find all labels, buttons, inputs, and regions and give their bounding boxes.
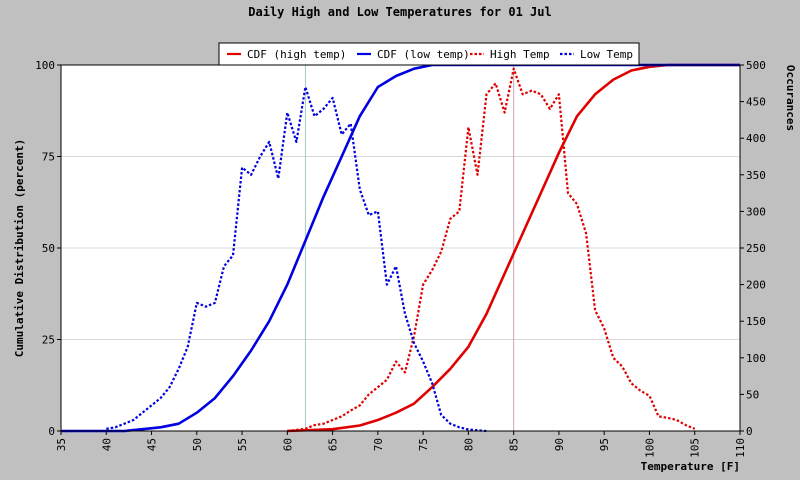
y-axis-left: 0 25 50 75 100 (35, 59, 61, 438)
x-tick-label: 45 (146, 438, 159, 451)
reference-lines (304, 65, 515, 431)
legend-label: CDF (low temp) (377, 48, 470, 61)
x-tick-label: 90 (553, 438, 566, 451)
y-axis-right-label: Occurances (784, 65, 797, 131)
x-axis: 35 40 45 50 55 60 65 70 75 80 85 90 95 100 105 110 (55, 431, 747, 458)
x-tick-label: 70 (372, 438, 385, 451)
y-left-tick-label: 25 (42, 334, 55, 347)
y-left-tick-label: 75 (42, 151, 55, 164)
x-tick-label: 75 (417, 438, 430, 451)
y-axis-right: 0 50 100 150 200 250 300 350 400 450 500 (740, 59, 766, 438)
grid-lines (61, 156, 740, 340)
y-right-tick-label: 250 (746, 242, 766, 255)
y-left-tick-label: 0 (48, 425, 55, 438)
x-tick-label: 110 (734, 438, 747, 458)
x-axis-label: Temperature [F] (641, 460, 740, 473)
y-right-tick-label: 200 (746, 279, 766, 292)
y-right-tick-label: 300 (746, 205, 766, 218)
x-tick-label: 55 (236, 438, 249, 451)
x-tick-label: 95 (598, 438, 611, 451)
y-right-tick-label: 50 (746, 388, 759, 401)
series-line-cdf-high-temp (287, 63, 740, 433)
y-right-tick-label: 400 (746, 132, 766, 145)
x-tick-label: 50 (191, 438, 204, 451)
legend-label: CDF (high temp) (247, 48, 346, 61)
y-left-tick-label: 50 (42, 242, 55, 255)
x-tick-label: 35 (55, 438, 68, 451)
legend: CDF (high temp) CDF (low temp) High Temp Lo… (218, 42, 640, 66)
legend-label: Low Temp (580, 48, 633, 61)
y-left-tick-label: 100 (35, 59, 55, 72)
y-axis-left-label: Cumulative Distribution (percent) (13, 139, 26, 358)
x-tick-label: 85 (508, 438, 521, 451)
series-line-high-temp (287, 67, 696, 433)
y-right-tick-label: 500 (746, 59, 766, 72)
y-right-tick-label: 150 (746, 315, 766, 328)
y-right-tick-label: 350 (746, 169, 766, 182)
y-right-tick-label: 0 (746, 425, 753, 438)
legend-box (218, 42, 640, 66)
x-tick-label: 65 (327, 438, 340, 451)
x-tick-label: 40 (100, 438, 113, 451)
y-right-tick-label: 450 (746, 96, 766, 109)
legend-label: High Temp (490, 48, 550, 61)
x-tick-label: 60 (281, 438, 294, 451)
chart-title: Daily High and Low Temperatures for 01 J… (248, 5, 551, 19)
x-tick-label: 100 (643, 438, 656, 458)
x-tick-label: 105 (689, 438, 702, 458)
series-line-low-temp (106, 85, 487, 433)
y-right-tick-label: 100 (746, 352, 766, 365)
x-tick-label: 80 (462, 438, 475, 451)
